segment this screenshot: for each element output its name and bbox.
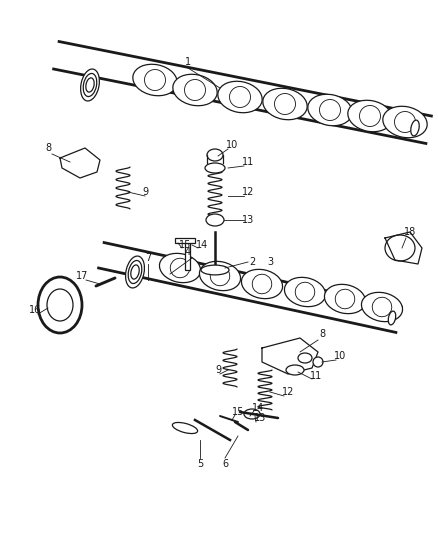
Ellipse shape — [244, 409, 260, 419]
Text: 12: 12 — [242, 187, 254, 197]
Ellipse shape — [205, 163, 225, 173]
Ellipse shape — [308, 94, 352, 126]
Text: 2: 2 — [249, 257, 255, 267]
Ellipse shape — [145, 69, 166, 91]
Ellipse shape — [206, 214, 224, 226]
Ellipse shape — [319, 100, 340, 120]
Ellipse shape — [47, 289, 73, 321]
Ellipse shape — [348, 100, 392, 132]
Polygon shape — [52, 41, 433, 144]
Ellipse shape — [388, 311, 396, 325]
Text: 15: 15 — [232, 407, 244, 417]
Ellipse shape — [199, 261, 240, 290]
Text: 9: 9 — [142, 187, 148, 197]
Ellipse shape — [184, 79, 205, 101]
Text: 14: 14 — [252, 403, 264, 413]
Ellipse shape — [210, 266, 230, 286]
Ellipse shape — [86, 78, 94, 92]
Text: 3: 3 — [267, 257, 273, 267]
Polygon shape — [262, 338, 318, 374]
Text: 4: 4 — [185, 247, 191, 257]
Ellipse shape — [252, 274, 272, 294]
Text: 10: 10 — [226, 140, 238, 150]
Ellipse shape — [159, 253, 201, 282]
Ellipse shape — [173, 74, 217, 106]
Ellipse shape — [128, 261, 142, 284]
Ellipse shape — [395, 111, 416, 133]
Text: 18: 18 — [404, 227, 416, 237]
Text: 14: 14 — [196, 240, 208, 250]
Ellipse shape — [383, 106, 427, 138]
Ellipse shape — [83, 74, 97, 96]
Text: 13: 13 — [254, 413, 266, 423]
Text: 1: 1 — [185, 57, 191, 67]
Polygon shape — [385, 232, 422, 264]
Text: 9: 9 — [215, 365, 221, 375]
Text: 8: 8 — [45, 143, 51, 153]
Text: 11: 11 — [310, 371, 322, 381]
Ellipse shape — [286, 365, 304, 375]
Ellipse shape — [173, 423, 198, 433]
Text: 6: 6 — [222, 459, 228, 469]
Ellipse shape — [133, 64, 177, 96]
Ellipse shape — [372, 297, 392, 317]
Text: 10: 10 — [334, 351, 346, 361]
Text: 16: 16 — [29, 305, 41, 315]
Text: 8: 8 — [319, 329, 325, 339]
Ellipse shape — [131, 265, 139, 279]
Ellipse shape — [385, 235, 415, 261]
Ellipse shape — [230, 86, 251, 108]
Ellipse shape — [335, 289, 355, 309]
Ellipse shape — [241, 269, 283, 298]
Ellipse shape — [275, 93, 296, 115]
Text: 7: 7 — [145, 253, 151, 263]
Polygon shape — [97, 243, 403, 333]
Ellipse shape — [360, 106, 381, 126]
Ellipse shape — [170, 259, 190, 278]
Text: 17: 17 — [76, 271, 88, 281]
Ellipse shape — [201, 265, 229, 275]
Ellipse shape — [263, 88, 307, 120]
Ellipse shape — [218, 81, 262, 112]
Ellipse shape — [298, 353, 312, 363]
Text: 11: 11 — [242, 157, 254, 167]
Text: 13: 13 — [242, 215, 254, 225]
Text: 5: 5 — [197, 459, 203, 469]
Ellipse shape — [325, 284, 366, 313]
Text: 15: 15 — [179, 240, 191, 250]
Polygon shape — [60, 148, 100, 178]
Text: 12: 12 — [282, 387, 294, 397]
Ellipse shape — [207, 149, 223, 161]
Ellipse shape — [313, 357, 323, 367]
Ellipse shape — [284, 277, 325, 306]
Ellipse shape — [38, 277, 82, 333]
Ellipse shape — [81, 69, 99, 101]
Ellipse shape — [361, 292, 403, 321]
Bar — [185, 240, 190, 270]
Bar — [175, 238, 195, 243]
Ellipse shape — [411, 120, 419, 136]
Ellipse shape — [295, 282, 315, 302]
Ellipse shape — [126, 256, 145, 288]
